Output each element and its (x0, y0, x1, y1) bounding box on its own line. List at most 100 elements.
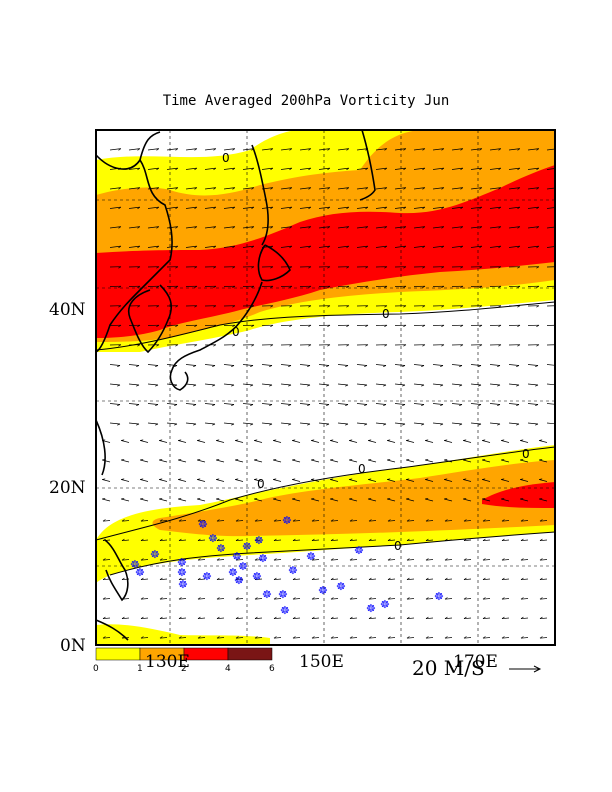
wind-vector (216, 617, 225, 620)
wind-vector-head (232, 226, 236, 229)
wind-vector-head (121, 636, 125, 639)
wind-vector (166, 206, 178, 209)
wind-vector (166, 403, 178, 405)
wind-vector-head (121, 577, 125, 580)
wind-vector (185, 245, 197, 248)
wind-vector (482, 440, 491, 443)
lon-label-130e: 130E (145, 652, 190, 672)
wind-vector (406, 617, 415, 620)
wind-vector-head (121, 616, 125, 619)
wind-vector-head (216, 538, 220, 541)
wind-vector-head (498, 285, 502, 289)
wind-vector-head (330, 458, 334, 461)
wind-vector (242, 422, 254, 425)
wind-vector (356, 226, 368, 229)
wind-vector-head (384, 305, 388, 308)
wind-vector-head (270, 148, 274, 151)
wind-vector-head (422, 187, 426, 190)
wind-vector (539, 578, 548, 581)
wind-vector (261, 383, 273, 386)
wind-vector (463, 617, 472, 620)
wind-vector (539, 459, 548, 463)
wind-vector-head (308, 324, 312, 328)
wind-vector-head (387, 597, 391, 600)
wind-vector-head (517, 245, 521, 249)
wind-vector-head (136, 423, 140, 426)
wind-vector-head (463, 439, 467, 441)
wind-vector (387, 520, 396, 522)
wind-vector (387, 539, 396, 542)
wind-vector-head (520, 538, 524, 541)
wind-vector (197, 479, 206, 482)
wind-vector-head (251, 245, 255, 249)
wind-vector (216, 637, 225, 639)
wind-vector (109, 245, 121, 248)
wind-vector-head (441, 206, 445, 210)
wind-vector-head (232, 148, 236, 151)
wind-vector-head (289, 226, 293, 229)
wind-vector (235, 520, 244, 522)
wind-vector-head (137, 226, 141, 229)
wind-vector-head (403, 344, 407, 347)
wind-vector-head (156, 167, 160, 171)
wind-vector-head (463, 458, 467, 461)
wind-vector-head (497, 384, 501, 387)
wind-vector (527, 422, 539, 425)
wind-vector (337, 206, 349, 209)
wind-vector (147, 206, 159, 209)
wind-vector (299, 167, 311, 170)
typhoon-symbol: ☸ (262, 588, 272, 601)
wind-vector-head (156, 148, 160, 151)
wind-vector (102, 598, 111, 600)
wind-vector-head (460, 324, 464, 328)
wind-vector-head (536, 226, 540, 229)
typhoon-symbol: ☸ (216, 542, 226, 555)
wind-vector (102, 578, 111, 581)
contour-labels: 0 0 0 0 0 0 0 (222, 151, 530, 553)
wind-vector-head (482, 458, 486, 461)
wind-vector (140, 637, 149, 639)
wind-vector (546, 187, 555, 190)
wind-vector (444, 520, 453, 522)
wind-vector (197, 520, 206, 522)
wind-vector-head (330, 597, 334, 600)
wind-vector-head (289, 285, 293, 289)
wind-vector-head (478, 404, 482, 407)
wind-vector (273, 559, 282, 561)
wind-vector (508, 422, 520, 425)
wind-vector (223, 422, 235, 425)
wind-vector-head (254, 458, 258, 461)
wind-vector (273, 520, 282, 522)
wind-vector-head (327, 206, 331, 210)
wind-vector-head (384, 324, 388, 328)
wind-vector-head (478, 365, 482, 368)
wind-vector-head (463, 519, 467, 522)
colorbar (95, 647, 273, 661)
wind-vector (349, 539, 358, 542)
wind-vector-head (137, 167, 141, 171)
wind-vector-head (384, 285, 388, 289)
wind-vector (508, 403, 520, 405)
wind-vector-head (311, 478, 315, 480)
wind-vector-head (498, 245, 502, 249)
wind-vector-head (349, 439, 353, 441)
wind-vector-head (498, 226, 502, 229)
wind-vector (128, 187, 140, 190)
wind-vector-head (327, 167, 331, 171)
wind-vector (425, 459, 434, 463)
wind-vector-head (346, 266, 350, 269)
wind-vector-head (213, 245, 217, 249)
wind-vector-head (498, 266, 502, 269)
wind-vector (185, 364, 197, 366)
wind-vector (166, 422, 178, 425)
wind-vector (539, 520, 548, 522)
wind-vector (425, 617, 434, 620)
wind-vector (356, 245, 368, 248)
wind-vector (413, 206, 425, 209)
wind-vector-head (441, 266, 445, 269)
wind-vector (178, 498, 187, 502)
wind-vector-head (403, 226, 407, 229)
wind-vector-head (349, 497, 353, 500)
wind-vector-head (463, 577, 467, 580)
wind-vector (147, 148, 159, 151)
